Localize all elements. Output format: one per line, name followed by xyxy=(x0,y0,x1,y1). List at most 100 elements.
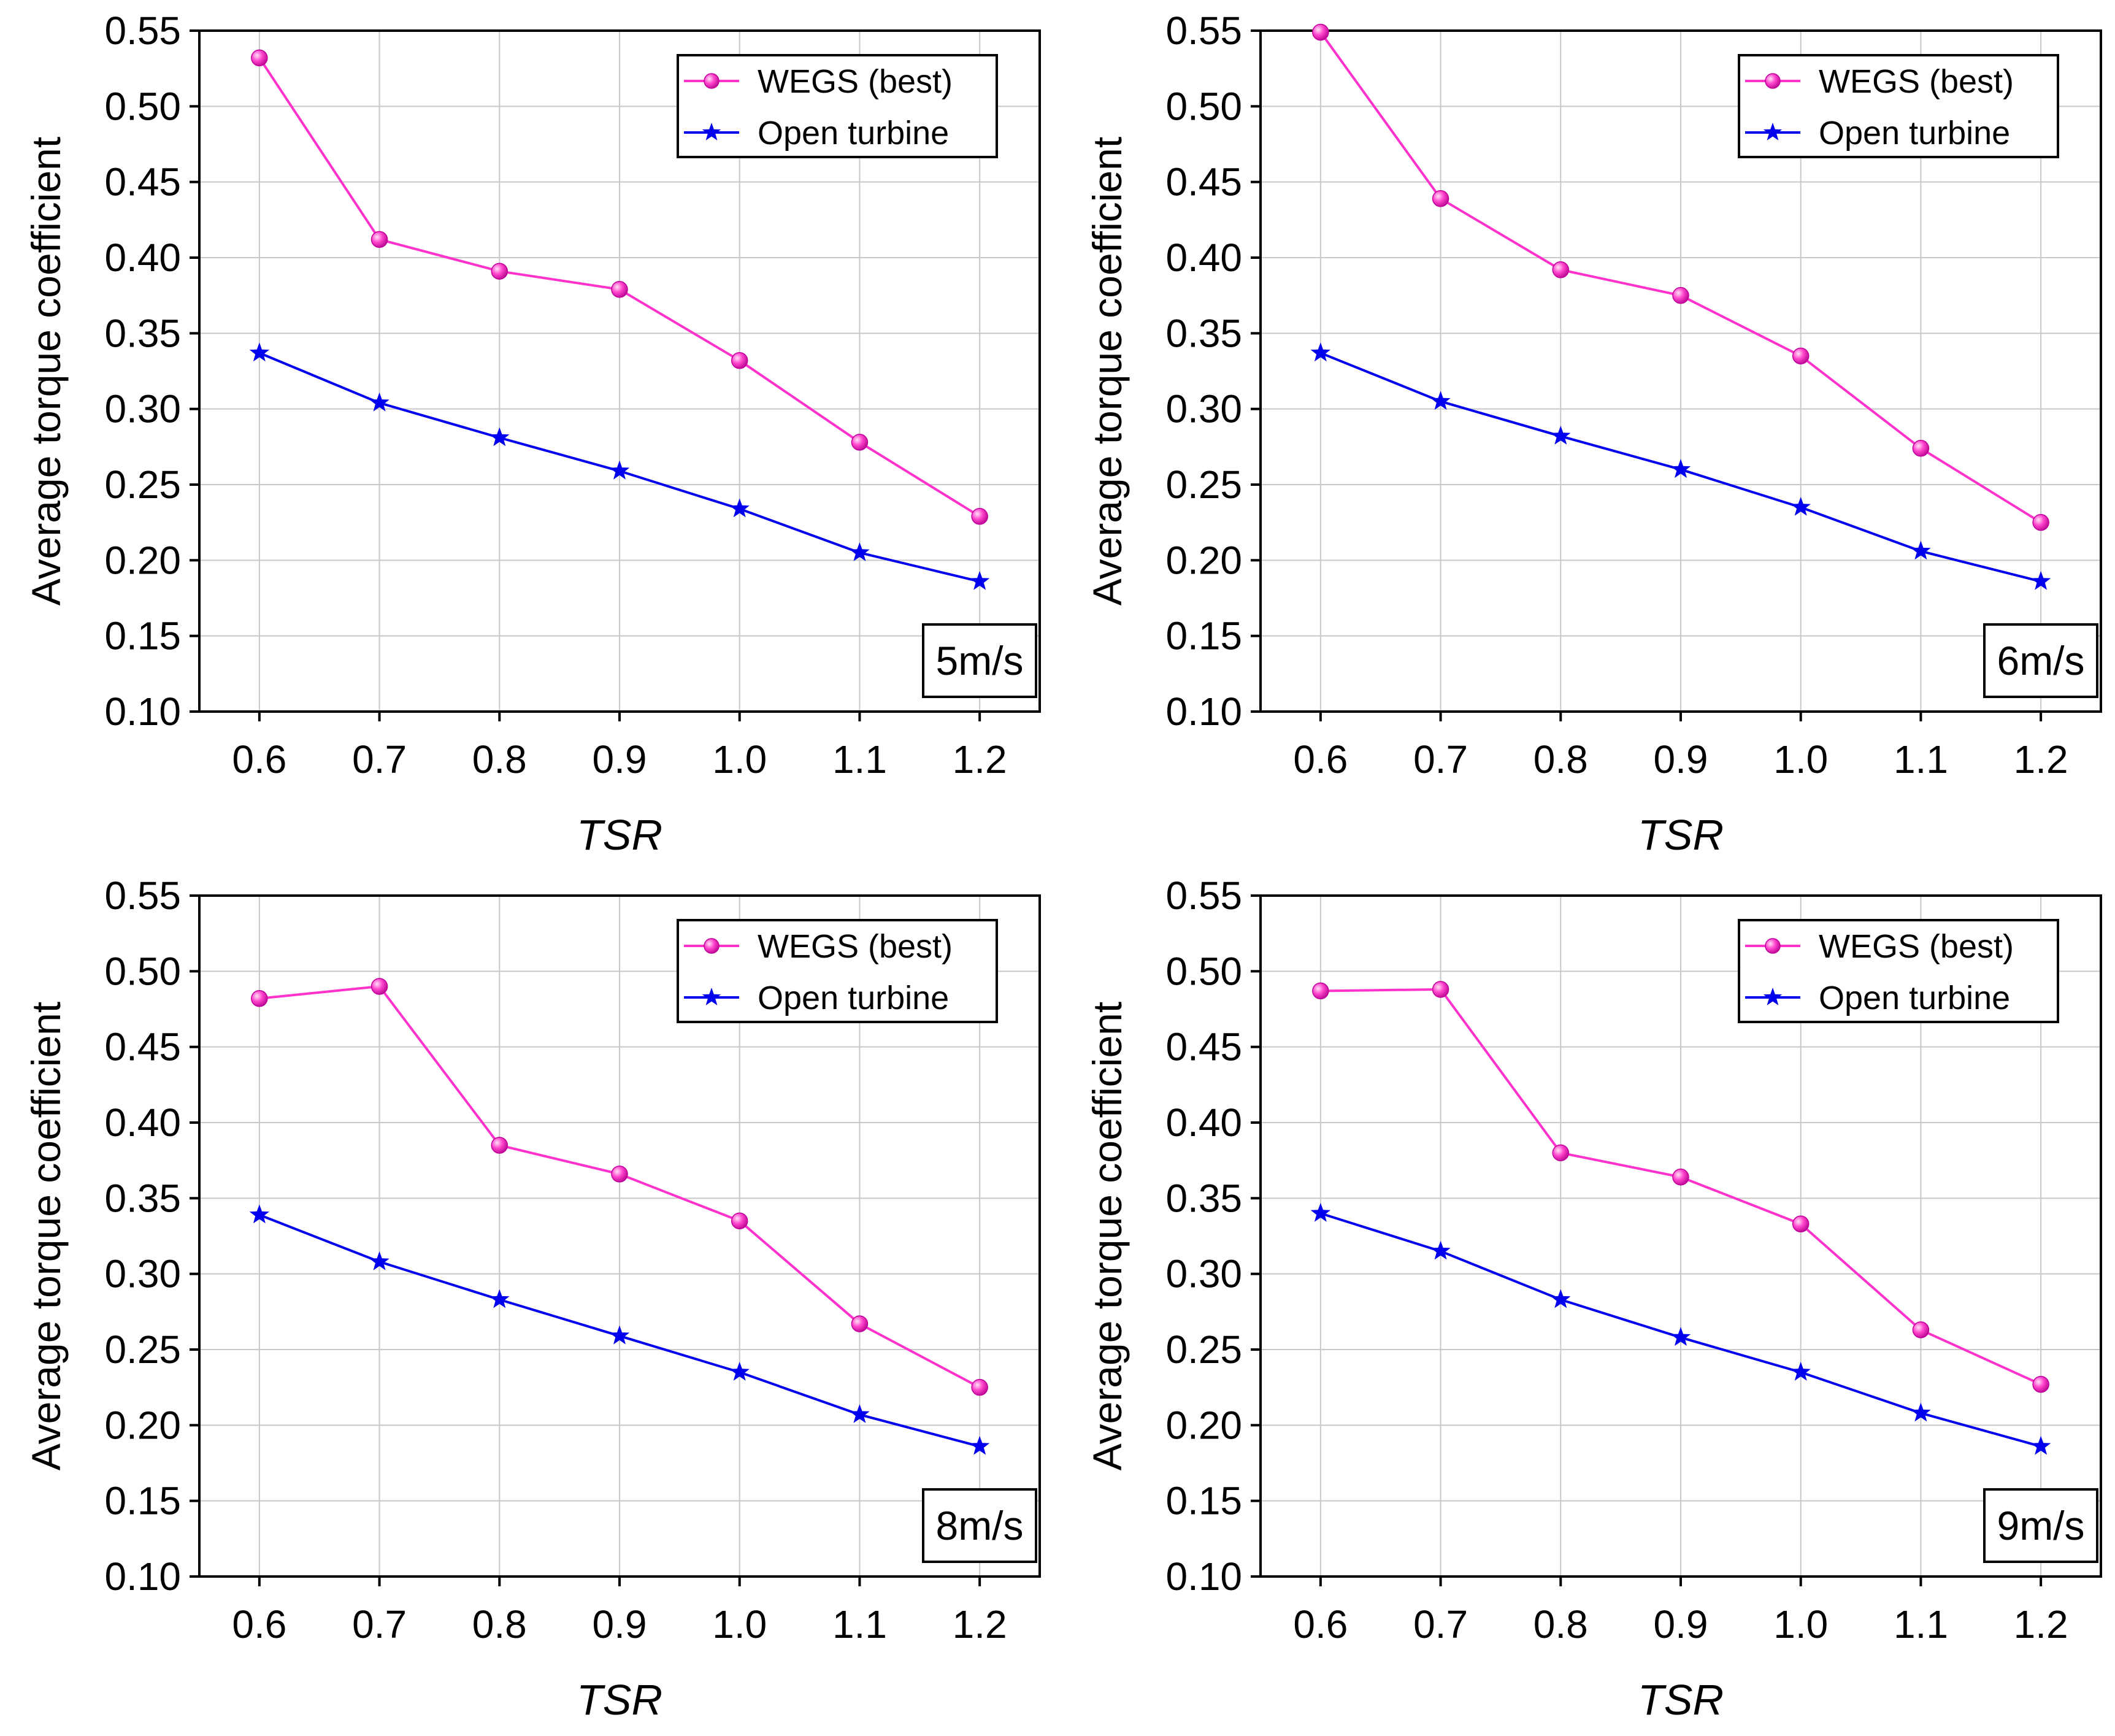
data-point-marker xyxy=(611,281,628,298)
wind-speed-label: 8m/s xyxy=(922,1488,1037,1563)
data-point-marker xyxy=(2032,513,2049,531)
y-tick-label: 0.25 xyxy=(104,463,181,507)
series-wegs-best xyxy=(251,978,988,1396)
data-point-marker xyxy=(249,342,269,362)
wind-speed-text: 6m/s xyxy=(1997,638,2084,683)
data-point-marker xyxy=(370,231,388,248)
legend-item: Open turbine xyxy=(1745,980,2010,1016)
y-tick-label: 0.20 xyxy=(104,1403,181,1447)
y-tick-label: 0.30 xyxy=(104,387,181,431)
data-point-marker xyxy=(609,460,630,480)
wind-speed-text: 5m/s xyxy=(935,638,1023,683)
y-tick-label: 0.35 xyxy=(1165,311,1242,355)
data-point-marker xyxy=(369,392,390,412)
wind-speed-box xyxy=(922,623,1037,698)
x-tick-label: 0.8 xyxy=(472,1602,527,1646)
y-tick-label: 0.20 xyxy=(1165,538,1242,582)
y-axis-label: Average torque coefficient xyxy=(23,137,69,605)
chart-panel-4: 0.10 0.15 0.20 0.25 0.30 0.35 0.40 0.45 0.50 0.55… xyxy=(1084,874,2102,1724)
x-tick-label: 1.0 xyxy=(1773,1602,1828,1646)
data-point-marker xyxy=(731,351,748,369)
legend-item: WEGS (best) xyxy=(1745,63,2014,100)
data-point-marker xyxy=(851,1315,869,1332)
x-tick-label: 0.9 xyxy=(593,1602,647,1646)
x-tick-label: 1.2 xyxy=(953,737,1007,782)
legend-marker xyxy=(704,73,720,89)
x-tick-label: 1.0 xyxy=(1773,737,1828,782)
data-point-marker xyxy=(369,1251,390,1270)
y-tick-label: 0.40 xyxy=(104,1100,181,1145)
x-tick-label: 1.1 xyxy=(832,1602,887,1646)
x-axis-label: TSR xyxy=(1638,1676,1724,1724)
data-point-marker xyxy=(251,49,268,67)
legend-marker xyxy=(1763,123,1783,140)
x-tick-label: 0.8 xyxy=(1533,1602,1588,1646)
y-tick-label: 0.55 xyxy=(1165,9,1242,53)
legend-label: Open turbine xyxy=(758,980,949,1016)
data-point-marker xyxy=(1432,981,1449,998)
legend-item: Open turbine xyxy=(1745,115,2010,152)
data-point-marker xyxy=(1792,347,1810,365)
legend-label: Open turbine xyxy=(1819,980,2010,1016)
legend-marker xyxy=(702,123,721,140)
y-tick-label: 0.55 xyxy=(104,874,181,918)
data-point-marker xyxy=(491,1137,509,1154)
data-point-marker xyxy=(1430,1240,1451,1260)
data-point-marker xyxy=(1791,1362,1811,1381)
x-axis-label: TSR xyxy=(577,1676,662,1724)
data-point-marker xyxy=(1911,1402,1931,1422)
chart-panel-3: 0.10 0.15 0.20 0.25 0.30 0.35 0.40 0.45 0.50 0.55… xyxy=(23,874,1041,1724)
legend-label: Open turbine xyxy=(1819,115,2010,152)
data-point-marker xyxy=(251,989,268,1007)
wind-speed-text: 8m/s xyxy=(935,1503,1023,1548)
y-tick-label: 0.30 xyxy=(1165,1252,1242,1296)
x-tick-label: 0.6 xyxy=(1293,1602,1348,1646)
data-point-marker xyxy=(1312,23,1329,41)
y-tick-label: 0.25 xyxy=(104,1327,181,1372)
x-tick-label: 0.7 xyxy=(1413,1602,1468,1646)
data-point-marker xyxy=(2031,1435,2051,1455)
legend-marker xyxy=(1765,938,1781,954)
data-point-marker xyxy=(1551,426,1571,445)
data-point-marker xyxy=(1432,190,1449,207)
legend-label: Open turbine xyxy=(758,115,949,152)
legend-label: WEGS (best) xyxy=(758,928,953,965)
series-open-turbine xyxy=(249,1204,990,1455)
legend-label: WEGS (best) xyxy=(1819,928,2014,965)
legend-item: WEGS (best) xyxy=(684,63,953,100)
legend-marker xyxy=(1763,988,1783,1005)
wind-speed-box xyxy=(1983,623,2098,698)
y-tick-label: 0.40 xyxy=(1165,1100,1242,1145)
y-tick-label: 0.45 xyxy=(1165,160,1242,204)
y-tick-label: 0.35 xyxy=(104,311,181,355)
legend-item: Open turbine xyxy=(684,115,949,152)
legend-item: WEGS (best) xyxy=(1745,928,2014,965)
data-point-marker xyxy=(970,1435,990,1455)
y-axis-label: Average torque coefficient xyxy=(1084,137,1130,605)
data-point-marker xyxy=(1672,1169,1689,1186)
data-point-marker xyxy=(609,1325,630,1345)
x-tick-label: 0.9 xyxy=(593,737,647,782)
x-tick-label: 0.9 xyxy=(1654,1602,1708,1646)
data-point-marker xyxy=(1912,440,1930,457)
x-tick-label: 1.1 xyxy=(1894,737,1948,782)
legend-item: Open turbine xyxy=(684,980,949,1016)
data-point-marker xyxy=(611,1166,628,1183)
series-wegs-best xyxy=(251,49,988,525)
data-point-marker xyxy=(1792,1215,1810,1233)
y-axis-label: Average torque coefficient xyxy=(1084,1002,1130,1470)
wind-speed-text: 9m/s xyxy=(1997,1503,2084,1548)
data-point-marker xyxy=(491,263,509,280)
x-tick-label: 0.7 xyxy=(352,1602,407,1646)
y-tick-label: 0.10 xyxy=(1165,689,1242,734)
x-tick-label: 0.7 xyxy=(352,737,407,782)
legend-marker xyxy=(704,938,720,954)
legend: WEGS (best) Open turbine xyxy=(1738,54,2059,158)
x-tick-label: 1.0 xyxy=(712,1602,767,1646)
data-point-marker xyxy=(731,1212,748,1230)
wind-speed-label: 5m/s xyxy=(922,623,1037,698)
series-open-turbine xyxy=(1310,1203,2051,1455)
y-tick-label: 0.10 xyxy=(104,689,181,734)
series-open-turbine xyxy=(249,342,990,590)
y-tick-label: 0.10 xyxy=(1165,1554,1242,1599)
